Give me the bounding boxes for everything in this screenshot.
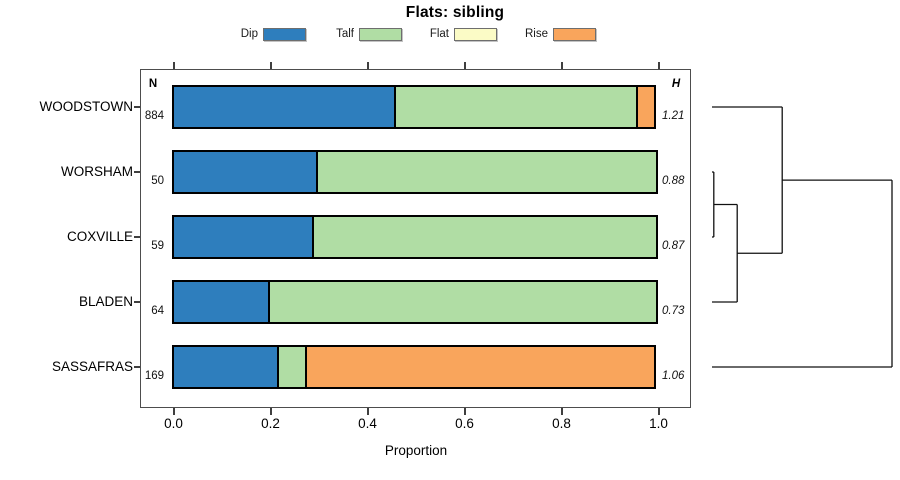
x-tick-label: 0.2 (261, 416, 280, 431)
h-value: 1.21 (662, 110, 685, 122)
x-axis-tick-bottom (560, 408, 563, 415)
bar-segment-talf (267, 280, 658, 324)
x-tick-label: 0.0 (164, 416, 183, 431)
category-label-coxville: COXVILLE (66, 229, 133, 244)
bar-segment-dip (172, 85, 397, 129)
y-axis-tick (134, 236, 140, 238)
bar-segment-talf (394, 85, 639, 129)
h-value: 0.88 (662, 175, 685, 187)
bar-segment-dip (172, 345, 280, 389)
category-label-woodstown: WOODSTOWN (39, 99, 134, 114)
category-label-bladen: BLADEN (78, 294, 133, 309)
x-axis-tick-bottom (269, 408, 272, 415)
stacked-bar-coxville (172, 215, 660, 259)
x-axis-tick-top (560, 62, 563, 69)
x-axis-tick-bottom (657, 408, 660, 415)
bar-segment-talf (316, 150, 658, 194)
legend-label: Dip (240, 28, 258, 40)
h-value: 0.73 (662, 305, 685, 317)
x-axis-tick-top (172, 62, 175, 69)
y-axis-tick (134, 171, 140, 173)
x-axis-tick-bottom (366, 408, 369, 415)
x-tick-label: 0.4 (358, 416, 377, 431)
h-value: 1.06 (662, 370, 685, 382)
x-tick-label: 1.0 (649, 416, 668, 431)
n-column-header: N (148, 78, 158, 90)
stacked-bar-sassafras (172, 345, 660, 389)
bar-segment-rise (636, 85, 656, 129)
bar-segment-rise (304, 345, 656, 389)
y-axis-tick (134, 366, 140, 368)
legend-label: Talf (336, 28, 354, 40)
legend-swatch-rise (553, 28, 596, 41)
bar-segment-dip (172, 280, 270, 324)
x-axis-tick-top (269, 62, 272, 69)
bar-segment-dip (172, 215, 314, 259)
legend-item-flat: Flat (409, 27, 497, 42)
legend-swatch-talf (359, 28, 402, 41)
legend-label: Flat (429, 28, 449, 40)
chart-title: Flats: sibling (405, 4, 505, 21)
legend-label: Rise (524, 28, 548, 40)
legend-item-dip: Dip (218, 27, 306, 42)
y-axis-tick (134, 301, 140, 303)
x-axis-tick-bottom (463, 408, 466, 415)
bar-segment-dip (172, 150, 319, 194)
y-axis-tick (134, 106, 140, 108)
x-tick-label: 0.8 (552, 416, 571, 431)
stacked-bar-woodstown (172, 85, 660, 129)
n-value: 169 (144, 370, 164, 382)
x-axis-tick-top (463, 62, 466, 69)
h-column-header: H (671, 78, 681, 90)
x-axis-tick-top (366, 62, 369, 69)
x-axis-tick-bottom (172, 408, 175, 415)
legend-swatch-dip (263, 28, 306, 41)
stacked-bar-bladen (172, 280, 660, 324)
n-value: 884 (144, 110, 164, 122)
x-axis-tick-top (657, 62, 660, 69)
n-value: 50 (151, 175, 164, 187)
stacked-bar-worsham (172, 150, 660, 194)
n-value: 59 (151, 240, 164, 252)
category-label-sassafras: SASSAFRAS (51, 359, 133, 374)
bar-segment-talf (277, 345, 307, 389)
n-value: 64 (151, 305, 164, 317)
legend-item-rise: Rise (508, 27, 596, 42)
legend-item-talf: Talf (314, 27, 402, 42)
bar-segment-talf (311, 215, 658, 259)
legend-swatch-flat (454, 28, 497, 41)
category-label-worsham: WORSHAM (61, 164, 133, 179)
h-value: 0.87 (662, 240, 685, 252)
plot-area (140, 69, 691, 408)
x-tick-label: 0.6 (455, 416, 474, 431)
x-axis-title: Proportion (384, 443, 448, 458)
